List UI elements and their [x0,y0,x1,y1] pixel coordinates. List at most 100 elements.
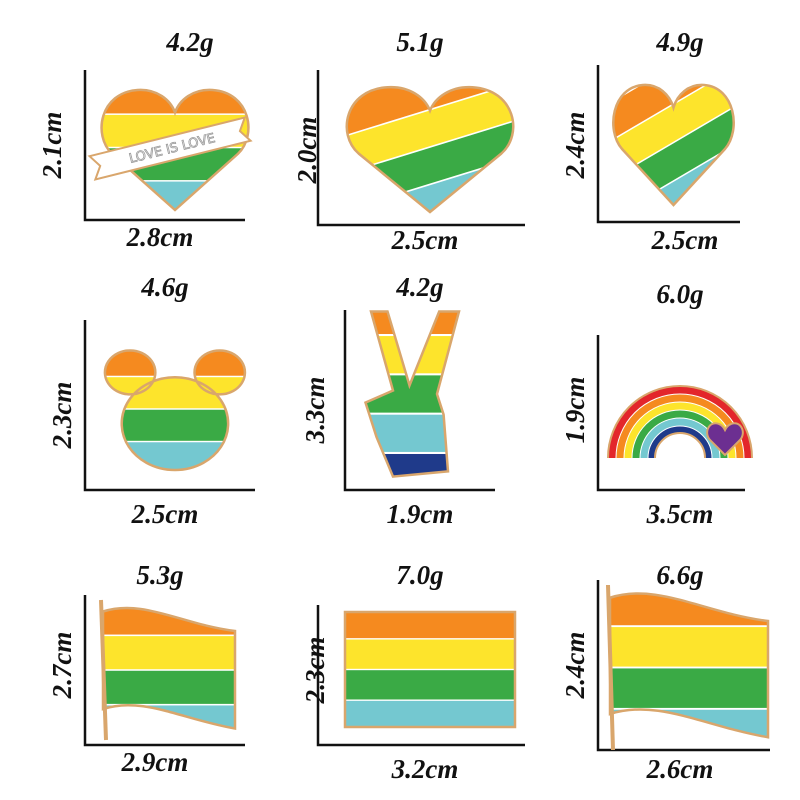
stripe-divider [613,84,734,177]
dimension-axis [343,310,495,492]
dimension-axis [83,320,255,492]
stripe-divider [25,213,325,215]
width-label: 2.6cm [646,754,714,784]
stripe-divider [104,440,245,443]
stripe-divider [365,451,460,455]
rainbow-band [648,426,712,459]
width-label: 2.8cm [126,222,194,252]
stripe-divider [104,408,245,410]
weight-label: 6.6g [656,560,703,590]
stripe [345,612,515,640]
weight-label: 5.3g [136,560,183,590]
stripe [345,638,515,671]
dimension-axis [596,65,740,224]
stripe-divider [345,638,515,640]
stripe-divider [610,707,768,710]
pin-card: 6.6g 2.4cm 2.6cm [531,544,800,794]
stripe [103,704,235,729]
stripe [103,635,235,672]
stripe-divider [103,669,235,671]
stripe [346,162,514,213]
stripe [35,311,315,345]
pin-outline [103,608,235,729]
stripe-divider [365,412,460,415]
rainbow-outline [607,385,753,459]
dimension-axis [316,70,525,227]
stripe [345,700,515,727]
pin-card: 6.0g 1.9cm 3.5cm [560,279,753,529]
height-label: 2.1cm [37,112,67,180]
flag-pole [606,584,615,751]
pin-outline [613,85,733,205]
weight-label: 6.0g [656,279,703,309]
stripe-divider [345,668,515,671]
stripe [104,350,245,378]
stripe-divider [35,343,315,344]
height-label: 2.4cm [560,112,590,180]
pin-outline [102,90,249,210]
banner-ribbon [87,116,253,181]
dimension-axis [83,70,245,222]
stripe-divider [610,666,768,669]
weight-label: 4.6g [140,272,188,302]
pin-card: 4.6g 2.3cm 2.5cm [35,272,315,529]
stripe-divider [103,634,235,637]
height-label: 1.9cm [560,377,590,444]
dimension-axis [596,580,770,752]
height-label: 2.3cm [47,382,77,450]
stripe [104,409,245,443]
width-label: 2.5cm [391,225,459,255]
width-label: 2.5cm [651,225,719,255]
height-label: 2.3cm [300,637,330,705]
stripe [365,413,460,455]
weight-label: 4.2g [165,27,213,57]
stripe-divider [37,739,301,741]
pin-outline [366,311,460,476]
stripe-divider [345,699,515,701]
stripe [365,374,460,416]
weight-label: 7.0g [396,560,443,590]
heart-charm [706,422,744,457]
weight-label: 5.1g [396,27,443,57]
pin-card: 4.9g 2.4cm 2.5cm [518,0,800,293]
width-label: 1.9cm [387,499,454,529]
pin-outline [610,593,768,737]
pin-outline [105,350,245,470]
stripe [103,607,235,637]
stripe-divider [37,600,301,602]
flag-pole [99,599,108,741]
stripe-divider [365,333,460,337]
stripe [613,84,734,178]
stripe [610,593,768,628]
width-label: 3.2cm [391,754,459,784]
dimension-axis [83,595,245,747]
stripe-divider [103,703,235,706]
width-label: 2.9cm [121,747,189,777]
dimension-axis [596,335,745,492]
pin-outline [347,87,513,212]
weight-label: 4.9g [655,27,703,57]
stripe-divider [35,473,315,474]
stripe [610,626,768,670]
pin-card: 5.3g 2.7cm 2.9cm [37,560,301,777]
weight-label: 4.2g [395,272,443,302]
height-label: 2.0cm [292,117,322,185]
stripe-divider [305,491,525,493]
stripe-divider [260,607,600,608]
stripe [103,670,235,706]
pin [260,578,600,763]
width-label: 2.5cm [131,499,199,529]
stripe [346,87,514,165]
stripe-divider [610,625,768,628]
pin-card: 4.2g 3.3cm 1.9cm [300,256,525,533]
width-label: 3.5cm [646,499,714,529]
stripe-divider [101,180,249,182]
stripe [610,667,768,711]
height-label: 2.4cm [560,632,590,700]
dimension-axis [316,605,525,747]
stripe [610,708,768,738]
pin [35,311,315,507]
stripe [345,669,515,702]
